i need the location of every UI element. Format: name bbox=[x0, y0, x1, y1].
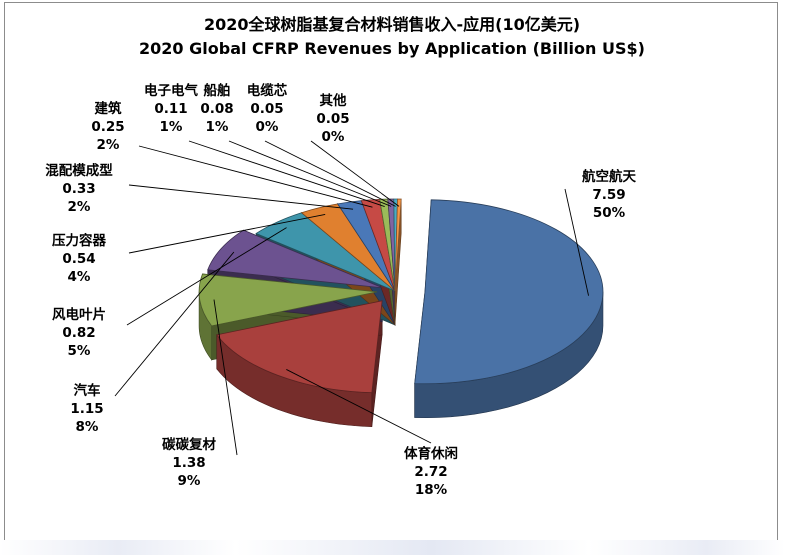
slice-label-name-0: 航空航天 bbox=[582, 168, 636, 185]
leader-line-1 bbox=[286, 369, 432, 444]
leader-line-6 bbox=[128, 184, 354, 210]
leader-line-9 bbox=[228, 140, 392, 207]
leader-line-10 bbox=[264, 140, 396, 207]
pie-slice-1 bbox=[216, 300, 383, 394]
leader-line-2 bbox=[213, 299, 238, 456]
slice-label-percent-1: 18% bbox=[415, 482, 448, 498]
slice-label-value-7: 0.25 bbox=[91, 119, 124, 135]
leader-line-8 bbox=[188, 140, 385, 207]
slice-label-percent-7: 2% bbox=[97, 137, 120, 153]
slice-label-name-10: 电缆芯 bbox=[247, 82, 288, 99]
pie-slice-11 bbox=[394, 198, 402, 292]
slice-label-value-10: 0.05 bbox=[250, 101, 283, 117]
slice-label-percent-8: 1% bbox=[160, 119, 183, 135]
leader-line-7 bbox=[138, 145, 373, 208]
slice-label-name-4: 风电叶片 bbox=[52, 306, 106, 323]
slice-label-percent-11: 0% bbox=[322, 129, 345, 145]
slice-label-value-2: 1.38 bbox=[172, 455, 205, 471]
chart-title: 2020全球树脂基复合材料销售收入-应用(10亿美元) bbox=[204, 15, 580, 34]
slice-label-value-9: 0.08 bbox=[200, 101, 233, 117]
slice-label-value-0: 7.59 bbox=[592, 187, 625, 203]
leader-line-0 bbox=[564, 188, 589, 296]
pie-slice-0 bbox=[414, 199, 604, 385]
slice-label-name-1: 体育休闲 bbox=[404, 445, 458, 462]
slice-label-name-9: 船舶 bbox=[204, 82, 231, 99]
slice-label-name-3: 汽车 bbox=[74, 382, 101, 399]
leader-line-3 bbox=[114, 251, 235, 397]
slice-label-percent-3: 8% bbox=[76, 419, 99, 435]
slice-label-percent-0: 50% bbox=[593, 205, 626, 221]
slice-label-name-2: 碳碳复材 bbox=[162, 436, 216, 453]
leader-line-11 bbox=[310, 140, 400, 207]
chart-frame: 2020全球树脂基复合材料销售收入-应用(10亿美元) 2020 Global … bbox=[4, 2, 778, 542]
slice-label-name-7: 建筑 bbox=[94, 100, 122, 117]
pie-chart: 2020全球树脂基复合材料销售收入-应用(10亿美元) 2020 Global … bbox=[45, 15, 645, 498]
slice-label-value-5: 0.54 bbox=[62, 251, 95, 267]
slice-label-name-6: 混配模成型 bbox=[45, 162, 113, 179]
slice-label-value-6: 0.33 bbox=[62, 181, 95, 197]
watermark-strip bbox=[0, 540, 785, 555]
slice-label-name-8: 电子电气 bbox=[144, 82, 198, 99]
slice-label-value-4: 0.82 bbox=[62, 325, 95, 341]
slice-label-percent-2: 9% bbox=[178, 473, 201, 489]
slice-label-value-8: 0.11 bbox=[154, 101, 187, 117]
slice-label-value-3: 1.15 bbox=[70, 401, 103, 417]
slice-label-percent-6: 2% bbox=[68, 199, 91, 215]
leader-line-5 bbox=[128, 213, 326, 254]
pie-slice-2 bbox=[198, 273, 378, 327]
slice-label-value-1: 2.72 bbox=[414, 464, 447, 480]
slice-label-percent-9: 1% bbox=[206, 119, 229, 135]
slice-label-name-5: 压力容器 bbox=[52, 232, 106, 249]
leader-line-4 bbox=[126, 227, 287, 326]
slice-label-percent-10: 0% bbox=[256, 119, 279, 135]
slice-label-name-11: 其他 bbox=[320, 92, 347, 109]
slice-label-percent-4: 5% bbox=[68, 343, 91, 359]
slice-label-percent-5: 4% bbox=[68, 269, 91, 285]
chart-subtitle: 2020 Global CFRP Revenues by Application… bbox=[139, 39, 645, 58]
slice-label-value-11: 0.05 bbox=[316, 111, 349, 127]
